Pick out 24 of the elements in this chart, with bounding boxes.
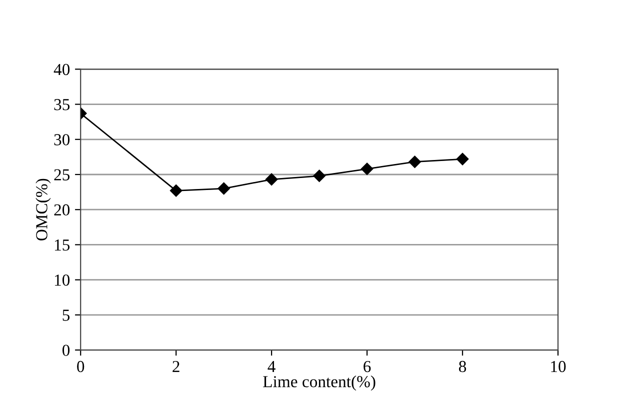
x-tick-label: 6 [364, 360, 371, 372]
point [360, 162, 374, 175]
point [265, 173, 278, 186]
y-tick-label: 0 [62, 344, 70, 356]
point [313, 170, 326, 182]
x-tick-label: 8 [458, 360, 466, 372]
y-tick-label: 30 [54, 134, 70, 146]
x-tick-label: 2 [172, 360, 180, 372]
point [170, 184, 182, 197]
x-axis-title: Lime content(%) [263, 376, 376, 391]
y-tick-label: 15 [54, 239, 70, 251]
y-tick-label: 25 [54, 169, 70, 180]
x-tick-label: 10 [551, 360, 566, 372]
y-axis-title: OMC(%) [36, 178, 51, 240]
y-tick-label: 5 [62, 310, 70, 321]
y-tick-label: 35 [54, 99, 70, 110]
x-tick-label: 4 [268, 361, 276, 372]
x-tick-label: 0 [77, 360, 84, 372]
point [456, 152, 469, 166]
y-tick-label: 20 [54, 204, 70, 216]
y-tick-label: 10 [54, 274, 70, 286]
point [408, 156, 421, 168]
point [218, 182, 230, 195]
y-tick-label: 40 [54, 64, 70, 76]
